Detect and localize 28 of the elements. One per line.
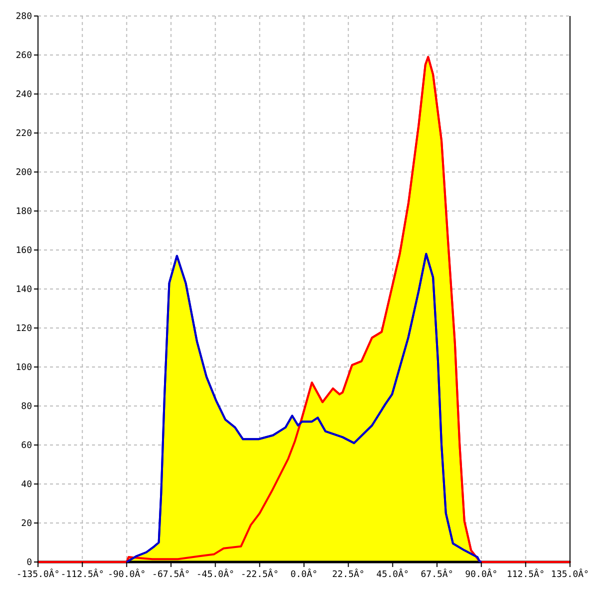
x-tick-label: 22.5Â° — [332, 568, 365, 580]
x-tick-label: -90.0Â° — [108, 568, 146, 580]
y-tick-label: 40 — [21, 480, 32, 490]
y-tick-label: 280 — [16, 12, 32, 22]
x-tick-label: 112.5Â° — [506, 568, 545, 580]
y-tick-label: 0 — [26, 558, 32, 568]
x-tick-label: 135.0Â° — [551, 568, 589, 580]
x-tick-label: 67.5Â° — [420, 568, 454, 580]
x-tick-label: -22.5Â° — [240, 568, 279, 580]
y-tick-label: 20 — [21, 519, 32, 529]
y-tick-label: 140 — [16, 285, 32, 295]
x-tick-label: -67.5Â° — [152, 568, 190, 580]
x-tick-label: 45.0Â° — [376, 568, 409, 580]
y-tick-label: 180 — [16, 207, 32, 217]
x-tick-label: 90.0Â° — [465, 568, 498, 580]
y-tick-label: 220 — [16, 129, 32, 139]
y-tick-label: 160 — [16, 246, 32, 256]
y-tick-label: 260 — [16, 51, 32, 61]
y-tick-label: 200 — [16, 168, 32, 178]
y-tick-label: 60 — [21, 441, 32, 451]
x-tick-label: 0.0Â° — [290, 568, 318, 580]
x-tick-label: -45.0Â° — [196, 568, 234, 580]
x-tick-label: -112.5Â° — [60, 568, 104, 580]
x-tick-label: -135.0Â° — [16, 568, 60, 580]
y-tick-label: 240 — [16, 90, 32, 100]
y-tick-label: 120 — [16, 324, 32, 334]
y-tick-label: 80 — [21, 402, 32, 412]
y-tick-label: 100 — [16, 363, 32, 373]
